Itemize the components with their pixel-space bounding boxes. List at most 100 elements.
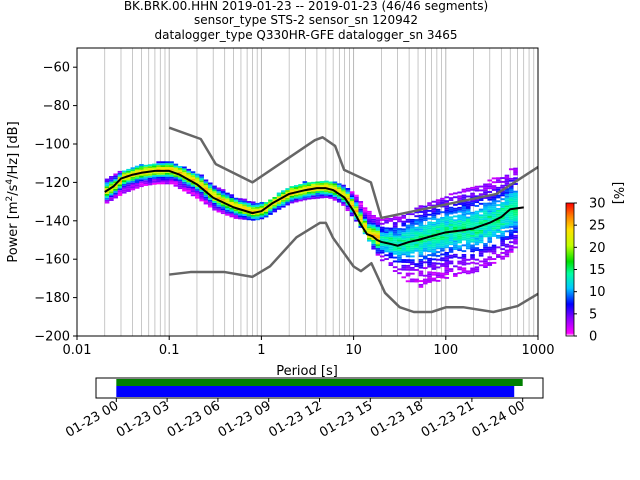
histogram-cell — [392, 216, 398, 219]
histogram-cell — [457, 266, 462, 269]
histogram-cell — [306, 186, 312, 189]
histogram-cell — [508, 214, 514, 217]
histogram-cell — [367, 222, 372, 225]
histogram-cell — [487, 214, 493, 216]
histogram-cell — [315, 194, 321, 197]
histogram-cell — [418, 226, 424, 229]
histogram-cell — [152, 180, 157, 183]
histogram-cell — [483, 185, 488, 188]
histogram-cell — [427, 273, 432, 276]
histogram-cell — [332, 194, 338, 197]
histogram-cell — [431, 262, 437, 265]
histogram-cell — [457, 237, 462, 240]
histogram-cell — [281, 194, 286, 197]
histogram-cell — [496, 194, 501, 197]
histogram-cell — [126, 170, 131, 173]
histogram-cell — [500, 192, 505, 195]
histogram-cell — [246, 212, 252, 215]
histogram-cell — [500, 198, 505, 201]
histogram-cell — [414, 249, 419, 252]
histogram-cell — [285, 188, 290, 191]
histogram-cell — [483, 204, 488, 207]
histogram-cell — [216, 189, 222, 192]
histogram-cell — [392, 229, 398, 232]
histogram-cell — [113, 194, 118, 197]
histogram-cell — [401, 216, 407, 219]
histogram-cell — [104, 182, 110, 185]
histogram-cell — [173, 182, 179, 185]
histogram-cell — [164, 180, 170, 183]
histogram-cell — [461, 259, 467, 262]
x-tick-label: 100 — [433, 343, 458, 358]
histogram-cell — [199, 176, 204, 179]
histogram-cell — [375, 228, 381, 231]
histogram-cell — [444, 217, 450, 220]
histogram-cell — [427, 261, 432, 264]
histogram-cell — [508, 187, 514, 190]
histogram-cell — [139, 185, 144, 188]
histogram-cell — [199, 197, 204, 200]
histogram-cell — [117, 180, 123, 183]
histogram-cell — [332, 192, 338, 195]
psd-plot-area: 0.01 0.1 1 10 100 1000 −200−180−160−140−120−1… — [34, 47, 555, 358]
histogram-cell — [500, 205, 505, 208]
histogram-cell — [414, 278, 419, 281]
histogram-cell — [293, 188, 299, 191]
histogram-cell — [156, 182, 161, 185]
histogram-cell — [453, 253, 458, 256]
histogram-cell — [315, 191, 321, 193]
histogram-cell — [173, 175, 179, 178]
histogram-cell — [250, 207, 256, 210]
histogram-cell — [212, 199, 217, 201]
histogram-cell — [336, 200, 342, 203]
histogram-cell — [358, 202, 364, 205]
histogram-cell — [487, 229, 493, 232]
histogram-cell — [465, 237, 471, 240]
histogram-cell — [431, 267, 437, 270]
histogram-cell — [440, 245, 445, 248]
histogram-cell — [328, 194, 333, 197]
histogram-cell — [379, 228, 385, 231]
histogram-cell — [435, 254, 441, 257]
histogram-cell — [457, 224, 462, 227]
histogram-cell — [504, 245, 510, 248]
histogram-cell — [474, 199, 480, 202]
histogram-cell — [134, 169, 140, 172]
histogram-cell — [440, 257, 445, 260]
histogram-cell — [440, 253, 445, 256]
histogram-cell — [461, 196, 467, 199]
histogram-cell — [427, 280, 432, 283]
histogram-cell — [431, 233, 437, 236]
histogram-cell — [431, 246, 437, 249]
histogram-cell — [341, 203, 346, 206]
histogram-cell — [453, 240, 458, 243]
histogram-cell — [500, 223, 505, 226]
histogram-cell — [220, 196, 226, 199]
histogram-cell — [169, 174, 174, 177]
histogram-cell — [457, 228, 462, 230]
histogram-cell — [444, 242, 450, 245]
histogram-cell — [500, 240, 505, 243]
histogram-cell — [513, 196, 518, 199]
histogram-cell — [444, 271, 450, 274]
histogram-cell — [367, 210, 372, 213]
histogram-cell — [478, 202, 484, 205]
histogram-cell — [513, 192, 518, 195]
y-tick-label: −180 — [34, 291, 70, 306]
histogram-cell — [156, 161, 161, 164]
histogram-cell — [156, 167, 161, 169]
histogram-cell — [242, 215, 247, 218]
histogram-cell — [444, 228, 450, 231]
histogram-cell — [457, 208, 462, 211]
histogram-cell — [457, 245, 462, 248]
histogram-cell — [414, 220, 419, 223]
histogram-cell — [513, 200, 518, 203]
histogram-cell — [367, 239, 372, 242]
histogram-cell — [414, 244, 419, 246]
histogram-cell — [422, 234, 428, 237]
histogram-cell — [302, 196, 308, 199]
histogram-cell — [444, 259, 450, 262]
histogram-cell — [427, 277, 432, 280]
histogram-cell — [483, 210, 488, 213]
histogram-cell — [349, 204, 355, 207]
